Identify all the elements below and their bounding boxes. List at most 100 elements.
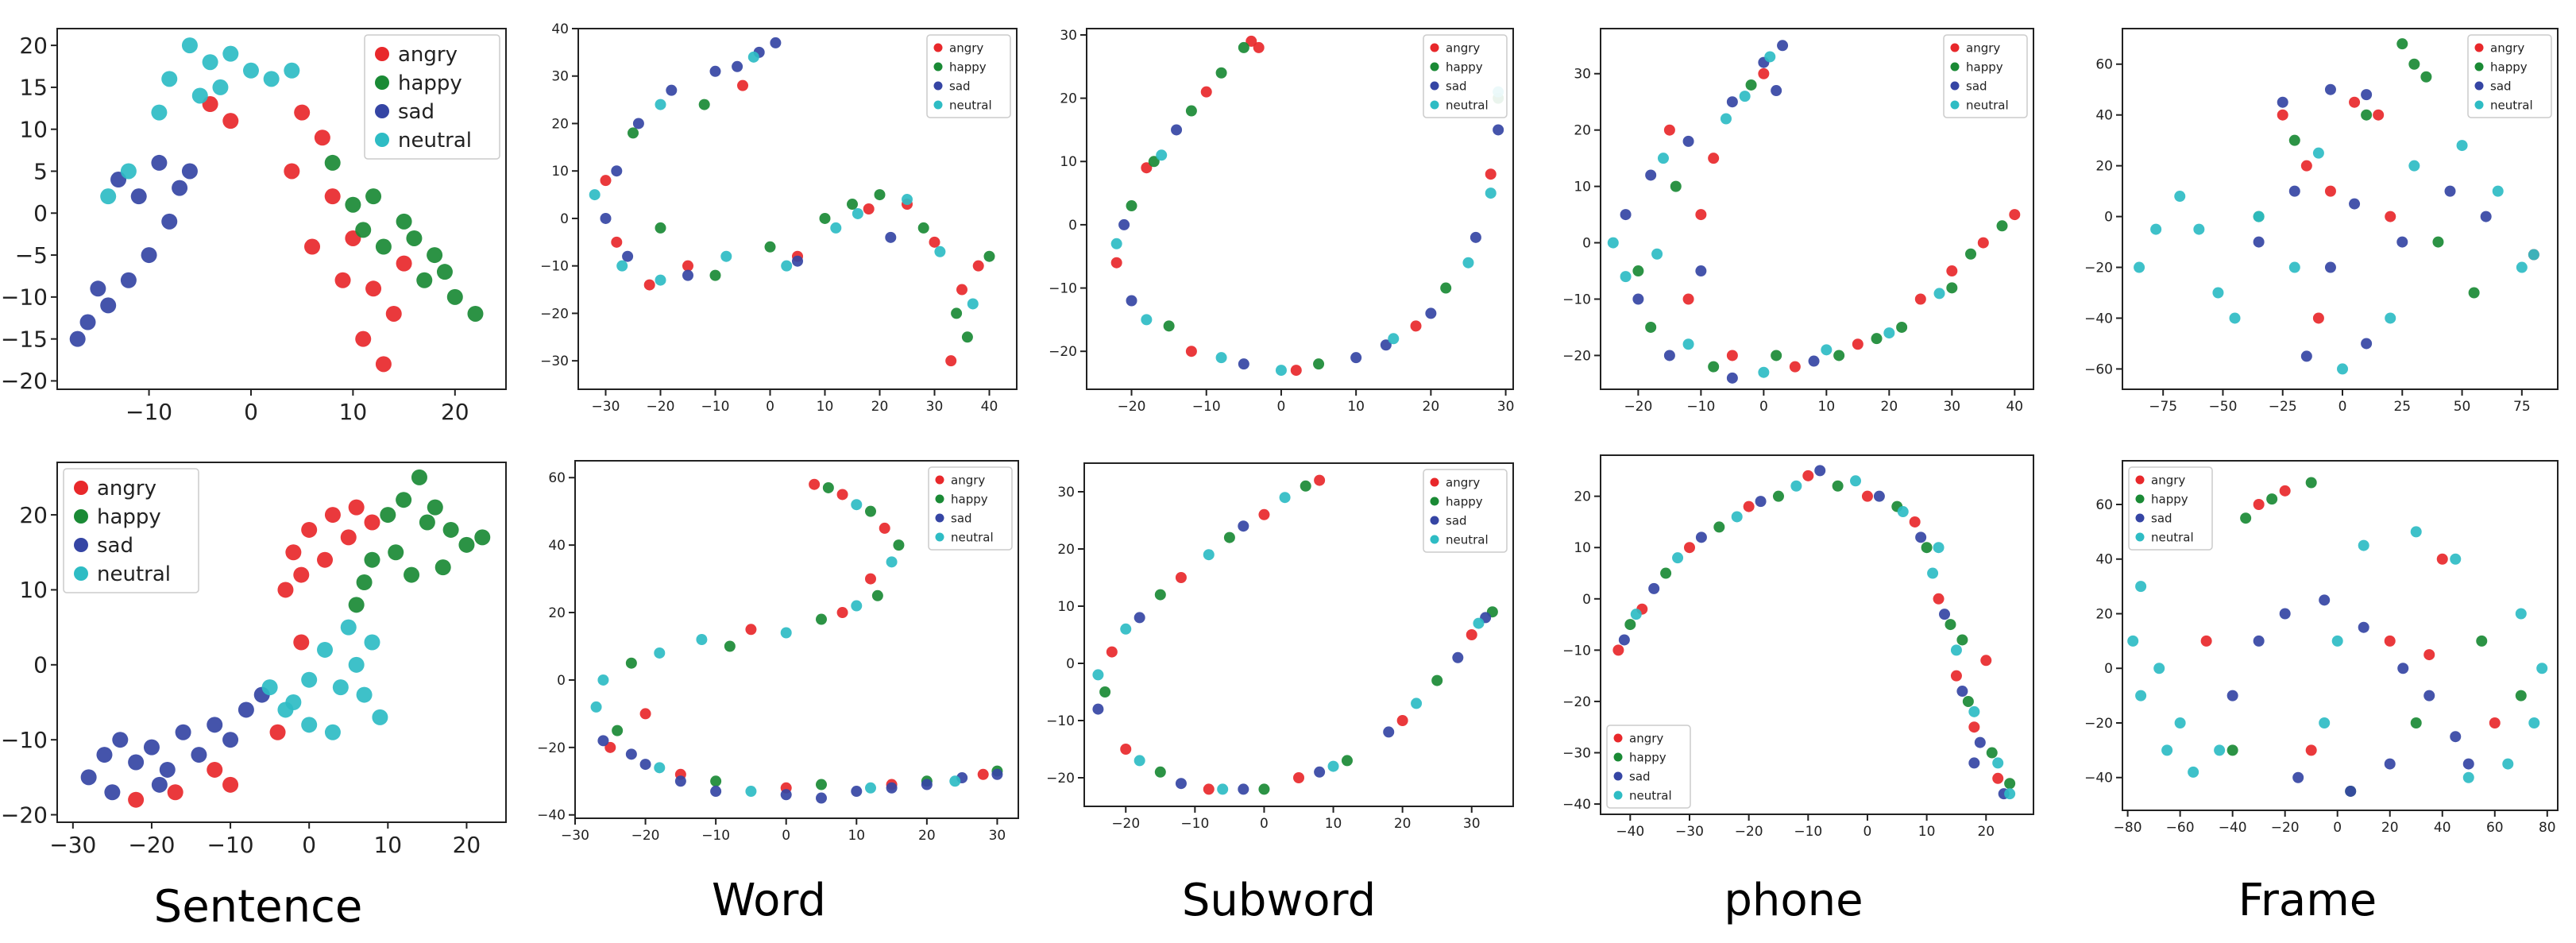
point-happy [2305, 477, 2317, 489]
legend-marker-sad [1430, 516, 1439, 525]
legend-marker-neutral [935, 532, 944, 542]
point-happy [427, 247, 443, 264]
point-angry [284, 163, 300, 180]
point-neutral [2161, 744, 2173, 756]
point-happy [396, 492, 412, 508]
point-sad [674, 775, 686, 787]
point-sad [792, 255, 803, 267]
point-sad [597, 735, 609, 747]
point-happy [419, 514, 435, 531]
point-neutral [2331, 635, 2343, 647]
point-neutral [2174, 717, 2186, 729]
point-sad [100, 297, 117, 314]
point-neutral [2408, 160, 2420, 172]
y-tick-label: 30 [1060, 28, 1077, 44]
point-angry [1314, 474, 1326, 486]
point-sad [886, 782, 898, 794]
legend-label-happy: happy [2151, 492, 2188, 506]
y-tick-label: −20 [2084, 716, 2113, 732]
point-happy [1670, 180, 1682, 192]
point-sad [1238, 520, 1249, 532]
point-neutral [100, 188, 117, 205]
point-angry [1980, 655, 1992, 667]
point-neutral [1968, 705, 1980, 717]
point-neutral [317, 641, 334, 658]
legend-marker-angry [1613, 733, 1623, 743]
point-neutral [2528, 717, 2540, 729]
point-happy [816, 779, 827, 790]
legend-marker-angry [1430, 477, 1439, 487]
point-angry [1950, 670, 1962, 682]
point-happy [2226, 744, 2238, 756]
point-angry [317, 551, 334, 568]
point-happy [1771, 350, 1782, 361]
point-happy [1745, 79, 1757, 91]
point-sad [1092, 703, 1104, 715]
legend-label-happy: happy [1446, 494, 1483, 508]
x-tick-label: 20 [1423, 399, 1440, 415]
point-angry [2436, 553, 2448, 565]
legend-marker-sad [1613, 771, 1623, 781]
legend-label-sad: sad [1629, 769, 1651, 783]
point-sad [1380, 339, 1392, 351]
point-angry [1758, 68, 1770, 79]
point-neutral [1897, 506, 1909, 518]
point-angry [1992, 772, 2004, 784]
point-sad [2253, 635, 2265, 647]
scatter-points [1092, 474, 1498, 795]
point-neutral [212, 79, 229, 95]
point-angry [2373, 109, 2385, 121]
point-neutral [2516, 261, 2528, 273]
y-tick-label: 30 [1057, 485, 1075, 500]
y-tick-label: 20 [1060, 91, 1077, 107]
point-angry [682, 260, 693, 272]
point-neutral [1327, 760, 1339, 772]
point-angry [1396, 715, 1408, 726]
point-angry [1175, 572, 1187, 583]
point-neutral [696, 634, 708, 645]
point-neutral [2502, 758, 2514, 770]
x-tick-label: 40 [2434, 820, 2451, 836]
point-sad [780, 789, 792, 801]
point-angry [2200, 635, 2212, 647]
point-neutral [655, 99, 666, 110]
point-happy [1945, 619, 1956, 631]
point-sad [90, 280, 106, 297]
point-angry [1258, 508, 1270, 520]
y-tick-label: −10 [1562, 643, 1591, 659]
point-happy [1154, 589, 1166, 601]
legend-box [928, 466, 1013, 551]
point-sad [1632, 293, 1644, 305]
legend-marker-angry [933, 43, 943, 52]
y-tick-label: −20 [1, 802, 48, 828]
point-sad [181, 163, 198, 180]
point-sad [1726, 372, 1738, 384]
point-happy [434, 559, 451, 576]
legend: angry happy sad neutral [364, 34, 500, 160]
point-sad [1682, 135, 1694, 147]
point-happy [625, 657, 637, 669]
point-angry [128, 791, 145, 808]
legend-label-neutral: neutral [97, 562, 171, 586]
x-tick-label: 20 [441, 399, 469, 425]
legend-label-neutral: neutral [2490, 98, 2533, 112]
point-neutral [1134, 755, 1145, 767]
y-tick-label: 0 [2104, 661, 2113, 677]
y-tick-label: 20 [1574, 489, 1591, 505]
legend: angry happy sad neutral [1423, 469, 1508, 553]
point-sad [2277, 96, 2288, 108]
point-sad [710, 786, 722, 798]
point-sad [1175, 778, 1187, 790]
point-angry [1612, 644, 1624, 656]
point-neutral [1156, 149, 1168, 161]
point-happy [375, 238, 392, 255]
point-neutral [654, 762, 666, 774]
point-angry [1200, 86, 1212, 98]
legend-marker-happy [1613, 752, 1623, 762]
point-sad [1452, 651, 1464, 663]
legend-label-sad: sad [97, 534, 133, 558]
x-tick-label: 20 [1394, 816, 1412, 832]
point-happy [388, 544, 404, 561]
point-neutral [830, 222, 842, 234]
x-tick-label: 10 [1818, 399, 1836, 415]
